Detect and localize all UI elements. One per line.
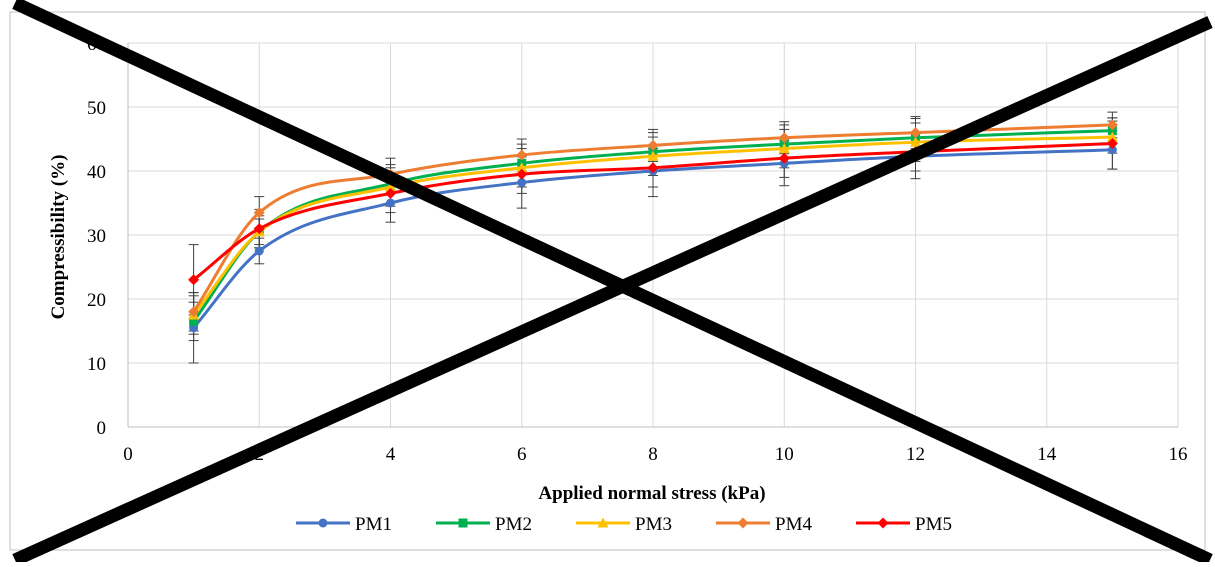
data-point-pm1: [386, 198, 395, 208]
y-tick-label: 30: [87, 226, 106, 247]
x-tick-label: 4: [386, 444, 396, 465]
legend-label-pm2: PM2: [495, 514, 532, 535]
data-point-pm4: [1106, 119, 1118, 131]
cross-out-mark: [12, 0, 1213, 566]
y-axis-label: Compressibility (%): [48, 155, 69, 320]
data-point-pm4: [516, 149, 528, 161]
data-point-pm3: [778, 143, 790, 154]
x-tick-label: 8: [648, 444, 658, 465]
y-tick-label: 50: [87, 98, 106, 119]
data-point-pm3: [516, 162, 528, 173]
legend-marker-pm1: [318, 518, 328, 528]
x-tick-label: 12: [906, 444, 925, 465]
data-point-pm5: [778, 152, 790, 164]
legend-marker-pm5: [877, 517, 889, 529]
data-point-pm4: [253, 207, 265, 219]
legend-marker-pm2: [458, 518, 468, 528]
data-point-pm5: [253, 223, 265, 235]
data-point-pm5: [188, 274, 200, 286]
data-point-pm5: [516, 168, 528, 180]
legend-marker-pm3: [597, 517, 609, 528]
data-point-pm5: [1106, 137, 1118, 149]
x-tick-label: 0: [123, 444, 133, 465]
data-point-pm3: [910, 136, 921, 147]
x-axis-label: Applied normal stress (kPa): [538, 483, 765, 504]
x-tick-label: 14: [1037, 444, 1057, 465]
chart-border: [9, 11, 1206, 551]
data-point-pm3: [1106, 131, 1118, 142]
x-tick-label: 10: [775, 444, 794, 465]
y-tick-label: 0: [97, 418, 107, 439]
legend-label-pm5: PM5: [915, 514, 952, 535]
legend-label-pm4: PM4: [775, 514, 812, 535]
data-point-pm4: [910, 127, 921, 139]
data-point-pm5: [385, 187, 396, 199]
data-point-pm3: [385, 181, 396, 192]
legend-label-pm3: PM3: [635, 514, 672, 535]
y-tick-label: 20: [87, 290, 106, 311]
y-tick-label: 40: [87, 162, 106, 183]
x-tick-label: 16: [1169, 444, 1188, 465]
data-point-pm4: [188, 306, 200, 318]
data-point-pm3: [647, 150, 659, 161]
cross-line-2: [12, 16, 1213, 566]
data-point-pm4: [778, 132, 790, 144]
data-point-pm1: [254, 246, 264, 256]
data-point-pm4: [647, 139, 659, 151]
data-point-pm2: [1107, 126, 1117, 136]
data-point-pm5: [647, 162, 659, 174]
cross-line-1: [12, 0, 1213, 566]
legend-label-pm1: PM1: [355, 514, 392, 535]
data-point-pm1: [517, 178, 527, 188]
y-tick-label: 10: [87, 354, 106, 375]
legend: PM1 PM2 PM3 PM4 PM5: [296, 514, 952, 535]
x-tick-label: 6: [517, 444, 527, 465]
data-point-pm1: [1107, 145, 1117, 155]
grid-lines: [128, 42, 1179, 427]
data-point-pm2: [189, 316, 199, 326]
legend-marker-pm4: [737, 517, 749, 529]
